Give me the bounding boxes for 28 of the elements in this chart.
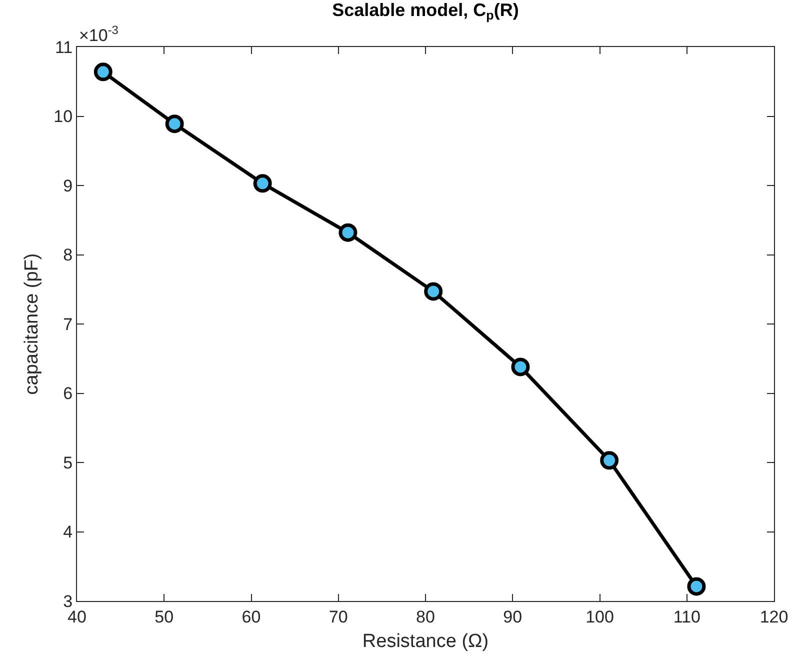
x-tick-label: 100 [586,607,614,626]
point [338,223,358,242]
point [600,451,619,470]
point [687,577,706,596]
point [253,174,272,193]
text: ×10$^{-3}$ [79,23,119,46]
point [94,62,112,82]
y-tick-label: 11 [54,38,73,57]
y-tick-label: 10 [54,107,73,126]
y-tick-label: 7 [63,314,73,334]
y-tick-label: 8 [63,246,73,265]
x-tick-label: 50 [154,607,174,626]
x-tick-label: 60 [242,607,261,626]
point [511,358,530,376]
chart-title: Scalable model, C$_{p}$(R) [332,0,519,23]
y-axis-title: capacitance (pF) [22,253,43,395]
x-tick-label: 120 [760,607,788,626]
y-tick-label: 9 [63,176,73,196]
x-tick-label: 70 [328,607,348,626]
x-tick-label: 110 [673,607,700,626]
point [424,282,443,301]
point [165,114,184,134]
y-tick-label: 6 [63,384,73,404]
x-tick-label: 90 [503,607,522,626]
y-tick-label: 4 [63,522,73,542]
x-axis-title: Resistance (Ω) [362,631,489,652]
y-tick-label: 5 [63,453,73,472]
x-tick-label: 80 [416,607,435,626]
